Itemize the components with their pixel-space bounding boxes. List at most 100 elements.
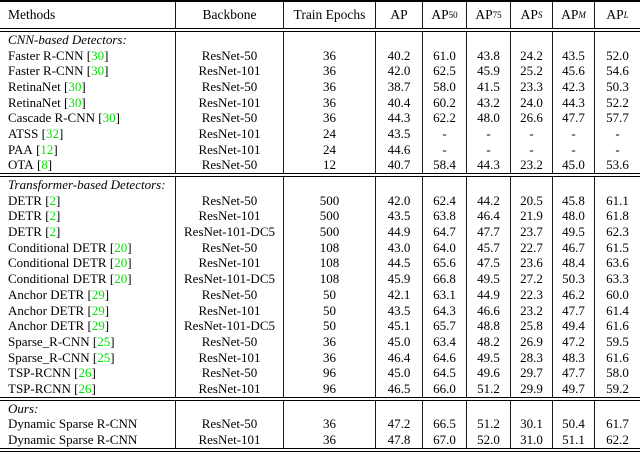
citation-bracket-open: [ bbox=[106, 271, 115, 287]
citation-link[interactable]: 30 bbox=[102, 110, 116, 126]
table-row: PAA [12] ResNet-101 24 44.6- - - - - bbox=[0, 141, 640, 158]
citation-bracket-open: [ bbox=[83, 47, 92, 63]
value-cell-ap75: 48.0 bbox=[466, 110, 510, 127]
value-cell-aps: 28.3 bbox=[510, 349, 552, 366]
citation-link[interactable]: 29 bbox=[91, 287, 105, 302]
table-top-rule bbox=[0, 0, 640, 2]
citation-link[interactable]: 20 bbox=[114, 255, 128, 271]
citation-link[interactable]: 20 bbox=[114, 239, 128, 255]
value-cell-epochs: 36 bbox=[283, 63, 375, 80]
citation-link[interactable]: 32 bbox=[45, 126, 59, 141]
value-cell-backbone: ResNet-101 bbox=[175, 208, 283, 225]
value-cell-apm: 50.4 bbox=[552, 416, 594, 433]
section-label: Transformer-based Detectors: bbox=[8, 177, 166, 193]
value-cell-ap75: 48.2 bbox=[466, 334, 510, 350]
value-cell-ap: 45.0 bbox=[375, 365, 422, 382]
value-cell-aps: 21.9 bbox=[510, 208, 552, 225]
value-cell-ap75: 48.8 bbox=[466, 318, 510, 335]
citation-link[interactable]: 30 bbox=[91, 63, 105, 79]
method-name: Sparse_R-CNN bbox=[8, 349, 90, 365]
value-cell-ap50: 60.2 bbox=[422, 94, 466, 111]
value-cell-apl: 53.6 bbox=[594, 157, 640, 174]
value-cell-apl: 62.3 bbox=[594, 224, 640, 240]
citation-link[interactable]: 2 bbox=[49, 224, 57, 240]
value-cell-aps: 23.7 bbox=[510, 224, 552, 240]
value-cell-apm: 47.2 bbox=[552, 334, 594, 350]
citation-link[interactable]: 30 bbox=[68, 79, 82, 94]
citation-bracket-open: [ bbox=[70, 365, 79, 381]
table-row: Faster R-CNN [30] ResNet-101 36 42.0 62.5 45.… bbox=[0, 63, 640, 80]
method-name: TSP-RCNN bbox=[8, 381, 71, 396]
value-cell-ap75: 49.6 bbox=[466, 365, 510, 382]
value-cell-ap75: 49.5 bbox=[466, 271, 510, 287]
value-cell-apm: 44.3 bbox=[552, 94, 594, 111]
results-table: Methods Backbone Train Epochs AP AP 50 AP 75 AP S… bbox=[0, 2, 640, 452]
empty-cell bbox=[422, 400, 466, 417]
method-name: Conditional DETR bbox=[8, 271, 107, 287]
citation-link[interactable]: 12 bbox=[40, 141, 54, 157]
empty-cell bbox=[466, 32, 510, 48]
empty-cell bbox=[283, 400, 375, 417]
method-name: Faster R-CNN bbox=[8, 47, 84, 63]
value-cell-apm: 46.7 bbox=[552, 239, 594, 256]
method-name: PAA bbox=[8, 141, 33, 157]
citation-link[interactable]: 25 bbox=[97, 334, 111, 349]
citation-link[interactable]: 2 bbox=[49, 208, 57, 224]
table-row: Conditional DETR [20] ResNet-101-DC5 108 45… bbox=[0, 271, 640, 287]
value-cell-aps: 20.5 bbox=[510, 192, 552, 209]
value-cell-ap: 43.5 bbox=[375, 302, 422, 319]
value-cell-epochs: 96 bbox=[283, 381, 375, 397]
citation-bracket-open: [ bbox=[83, 63, 92, 79]
method-cell: Faster R-CNN [30] bbox=[0, 48, 175, 64]
citation-bracket-close: ] bbox=[91, 365, 96, 381]
column-header-methods: Methods bbox=[8, 7, 56, 22]
column-header-subscript: M bbox=[578, 10, 586, 20]
method-cell: Anchor DETR [29] bbox=[0, 287, 175, 303]
column-header-subscript: 50 bbox=[448, 10, 458, 20]
citation-bracket-close: ] bbox=[104, 302, 110, 318]
empty-cell bbox=[594, 32, 640, 48]
value-cell-backbone: ResNet-101 bbox=[175, 381, 283, 397]
section-divider-rule bbox=[0, 396, 640, 401]
value-cell-ap50: 65.6 bbox=[422, 255, 466, 272]
citation-link[interactable]: 29 bbox=[91, 302, 105, 318]
value-cell-ap50: 63.8 bbox=[422, 208, 466, 225]
table-row: OTA [8] ResNet-50 12 40.7 58.4 44.3 23.2 45.0 53… bbox=[0, 157, 640, 174]
citation-link[interactable]: 26 bbox=[78, 365, 92, 381]
value-cell-ap75: 47.7 bbox=[466, 224, 510, 240]
citation-link[interactable]: 29 bbox=[91, 318, 105, 334]
citation-link[interactable]: 8 bbox=[41, 157, 48, 173]
method-cell: Conditional DETR [20] bbox=[0, 271, 175, 287]
citation-link[interactable]: 30 bbox=[91, 47, 105, 63]
citation-bracket-open: [ bbox=[89, 334, 98, 349]
value-cell-aps: 23.3 bbox=[510, 79, 552, 95]
value-cell-epochs: 36 bbox=[283, 110, 375, 127]
table-row: Faster R-CNN [30] ResNet-50 36 40.2 61.0 43.8… bbox=[0, 47, 640, 64]
citation-bracket-close: ] bbox=[56, 192, 61, 208]
value-cell-epochs: 500 bbox=[283, 224, 375, 240]
value-cell-backbone: ResNet-50 bbox=[175, 157, 283, 174]
citation-link[interactable]: 26 bbox=[78, 381, 92, 396]
empty-cell bbox=[466, 177, 510, 193]
value-cell-ap75: 49.5 bbox=[466, 349, 510, 366]
value-cell-apm: - bbox=[552, 141, 594, 158]
value-cell-apl: 61.1 bbox=[594, 192, 640, 209]
citation-bracket-close: ] bbox=[104, 318, 110, 334]
method-cell: TSP-RCNN [26] bbox=[0, 381, 175, 397]
value-cell-backbone: ResNet-50 bbox=[175, 416, 283, 433]
citation-bracket-open: [ bbox=[41, 192, 50, 208]
citation-link[interactable]: 2 bbox=[49, 192, 57, 208]
empty-cell bbox=[175, 400, 283, 417]
citation-bracket-open: [ bbox=[84, 302, 92, 318]
value-cell-aps: 26.6 bbox=[510, 110, 552, 127]
value-cell-aps: 22.7 bbox=[510, 239, 552, 256]
column-header-apm: AP M bbox=[552, 2, 594, 28]
citation-link[interactable]: 25 bbox=[97, 349, 111, 365]
method-cell: OTA [8] bbox=[0, 158, 175, 174]
method-cell: DETR [2] bbox=[0, 224, 175, 240]
method-cell: Sparse_R-CNN [25] bbox=[0, 350, 175, 366]
empty-cell bbox=[510, 32, 552, 48]
method-cell: Sparse_R-CNN [25] bbox=[0, 334, 175, 350]
citation-link[interactable]: 20 bbox=[114, 271, 128, 287]
citation-link[interactable]: 30 bbox=[68, 94, 82, 110]
